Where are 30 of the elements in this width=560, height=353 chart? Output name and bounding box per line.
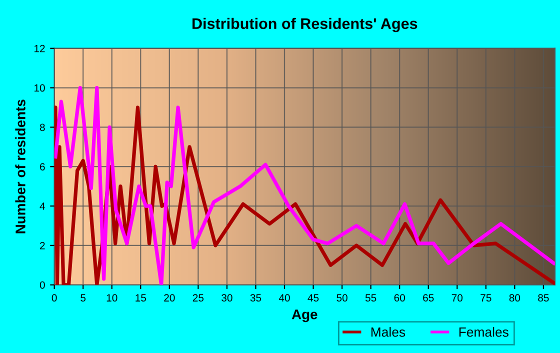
y-tick-label: 4 bbox=[40, 202, 45, 210]
x-tick-label: 60 bbox=[394, 294, 405, 302]
y-tick-label: 2 bbox=[40, 242, 45, 250]
x-tick-label: 50 bbox=[336, 294, 348, 302]
x-tick-label: 5 bbox=[80, 294, 86, 302]
x-tick-label: 25 bbox=[192, 294, 204, 302]
y-axis-title: Number of residents bbox=[15, 100, 26, 234]
y-tick-label: 10 bbox=[34, 84, 45, 92]
chart-title: Distribution of Residents' Ages bbox=[192, 18, 418, 32]
x-tick-label: 65 bbox=[423, 294, 434, 302]
x-tick-label: 20 bbox=[164, 294, 175, 302]
x-tick-label: 55 bbox=[365, 294, 376, 302]
x-tick-label: 70 bbox=[452, 294, 463, 302]
x-tick-label: 45 bbox=[308, 294, 319, 302]
y-tick-label: 6 bbox=[40, 163, 45, 170]
y-tick-label: 12 bbox=[34, 44, 45, 52]
legend-label: Females bbox=[459, 327, 508, 337]
x-tick-label: 40 bbox=[278, 294, 290, 302]
x-tick-label: 0 bbox=[52, 294, 57, 302]
x-tick-label: 30 bbox=[222, 294, 232, 302]
x-tick-label: 85 bbox=[538, 294, 549, 302]
x-axis-title: Age bbox=[292, 310, 318, 322]
x-tick-label: 75 bbox=[480, 294, 492, 302]
legend-label: Males bbox=[371, 327, 406, 337]
x-tick-label: 80 bbox=[509, 294, 520, 302]
y-tick-label: 8 bbox=[40, 124, 45, 132]
y-tick-label: 0 bbox=[40, 281, 45, 289]
x-tick-label: 10 bbox=[106, 294, 118, 302]
x-tick-label: 15 bbox=[136, 294, 146, 302]
x-tick-label: 35 bbox=[250, 294, 262, 302]
